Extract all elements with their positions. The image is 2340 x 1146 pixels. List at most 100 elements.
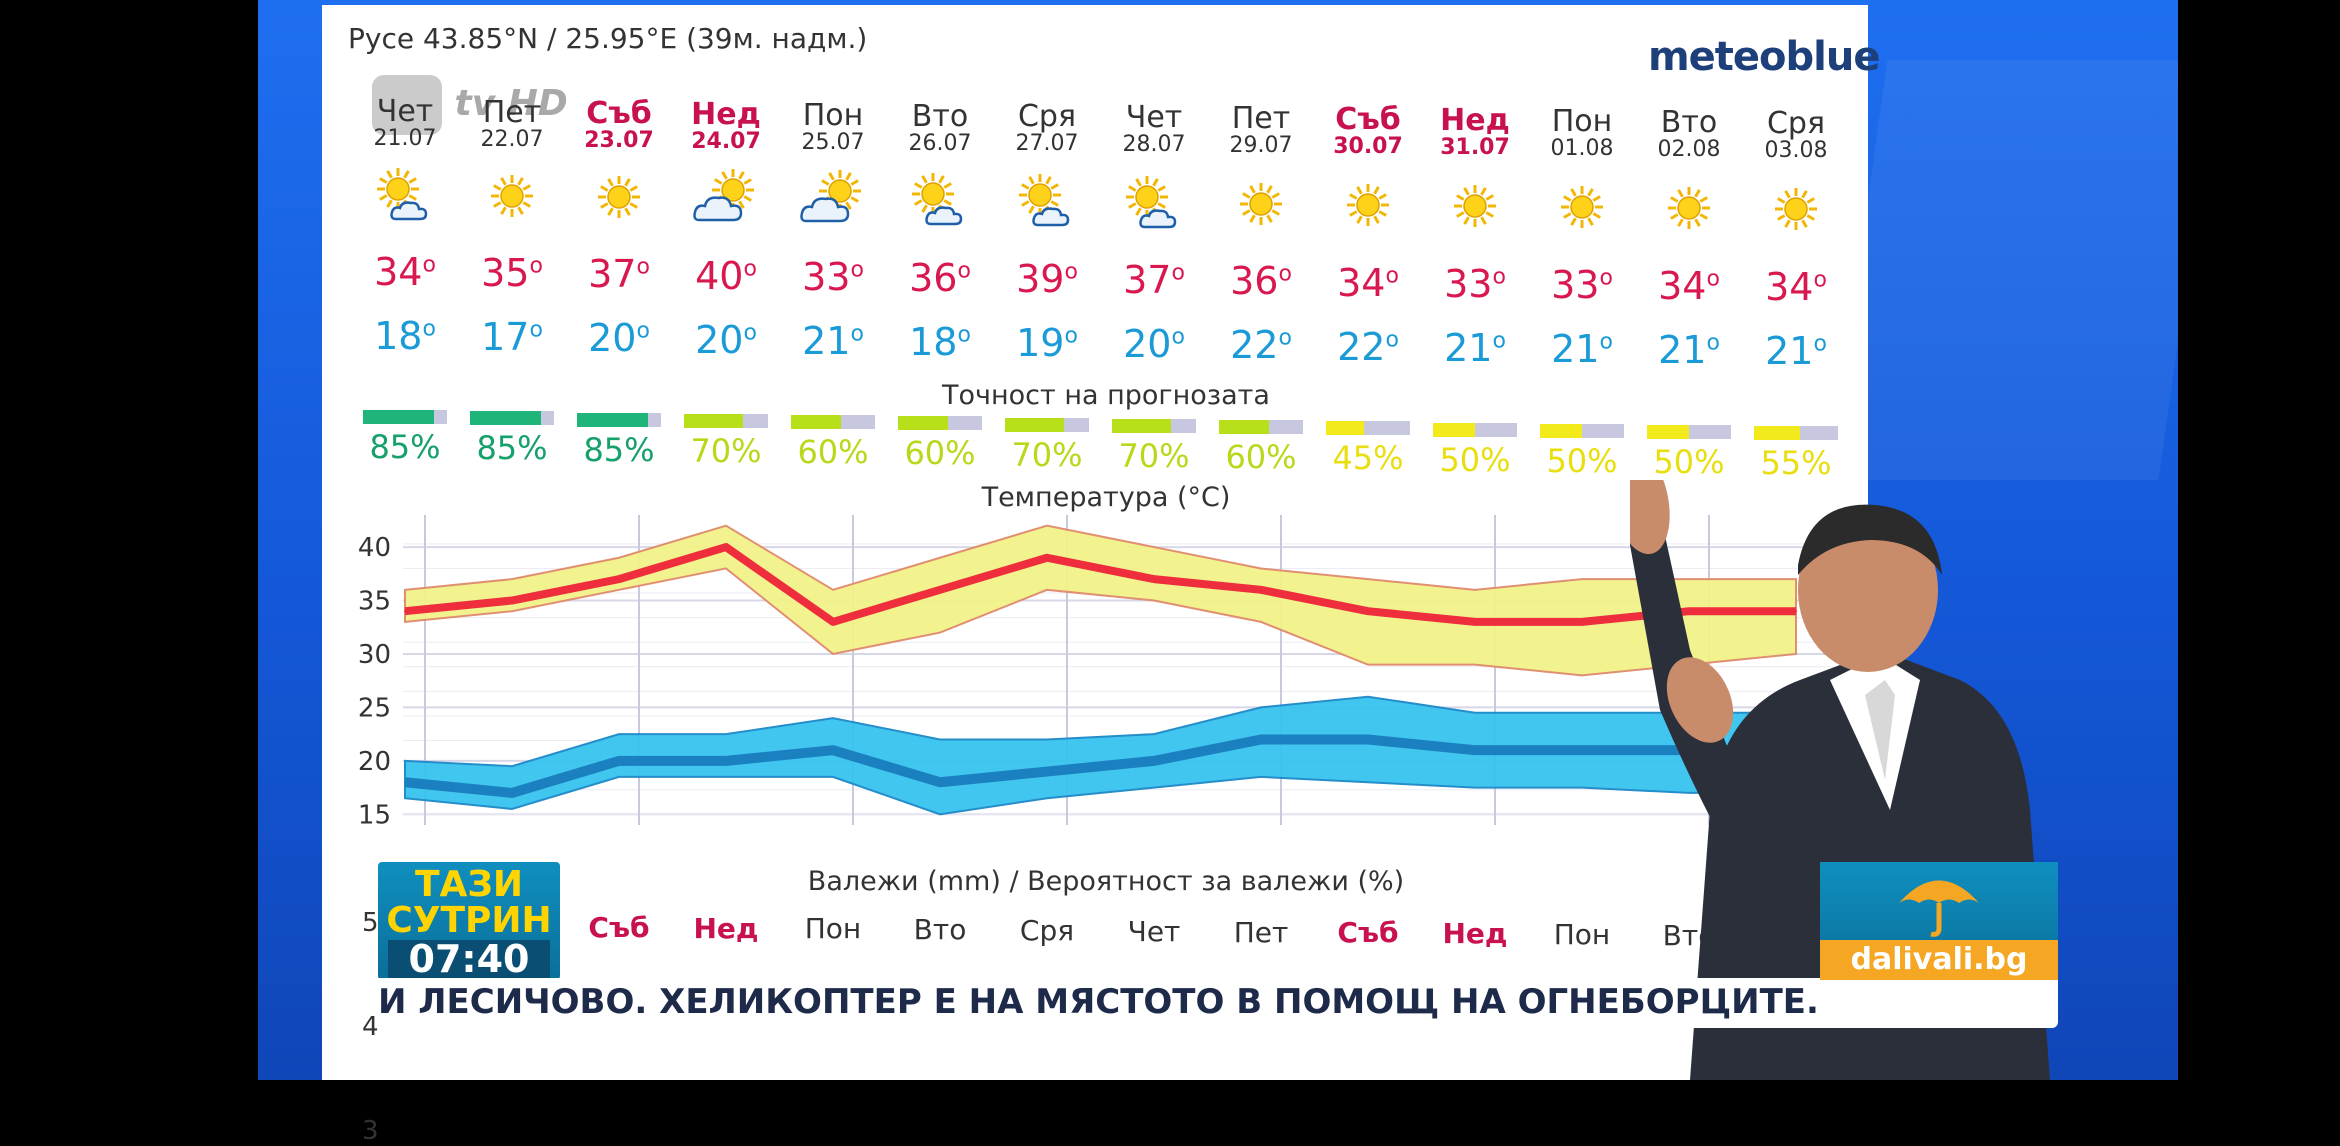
y-tick-label: 20 bbox=[358, 747, 391, 777]
data-point bbox=[1260, 588, 1262, 591]
max-temperature: 39o bbox=[1016, 257, 1078, 302]
forecast-day: Съб 30.07 bbox=[1313, 104, 1423, 158]
partner-brand: dalivali.bg bbox=[1820, 940, 2058, 980]
sun-icon bbox=[1440, 176, 1510, 236]
sun-icon bbox=[1547, 177, 1617, 237]
sun-icon bbox=[584, 167, 654, 227]
day-name: Съб bbox=[1335, 102, 1401, 138]
forecast-day: Пет 22.07 bbox=[457, 96, 567, 151]
forecast-day: Пон 25.07 bbox=[778, 97, 888, 155]
max-temperature: 36o bbox=[1230, 259, 1292, 304]
precip-y-label: 5 bbox=[362, 908, 379, 938]
min-temperature: 22o bbox=[1337, 324, 1399, 369]
accuracy-bar bbox=[1219, 420, 1303, 435]
data-point bbox=[725, 546, 727, 549]
accuracy-bar bbox=[684, 413, 768, 428]
min-temperature: 22o bbox=[1230, 323, 1292, 368]
precip-y-label: 4 bbox=[362, 1012, 379, 1042]
day-date: 29.07 bbox=[1229, 133, 1293, 159]
data-point bbox=[1367, 738, 1369, 741]
min-temperature: 21o bbox=[1444, 325, 1506, 370]
precip-day-label: Съб bbox=[1337, 916, 1399, 950]
channel-logo-mark bbox=[372, 75, 442, 135]
day-name: Пон bbox=[802, 97, 864, 133]
precip-day-label: Сря bbox=[1019, 914, 1075, 947]
max-temperature-value: 33 bbox=[802, 254, 851, 299]
accuracy-percent: 60% bbox=[797, 433, 869, 472]
accuracy-bar-fill bbox=[1433, 422, 1475, 437]
accuracy-percent: 55% bbox=[1760, 444, 1832, 483]
accuracy-percent: 70% bbox=[1118, 436, 1190, 475]
precip-day-label: Нед bbox=[693, 911, 759, 945]
data-point bbox=[1153, 578, 1155, 581]
data-point bbox=[1581, 749, 1583, 752]
max-temperature-value: 33 bbox=[1444, 261, 1493, 306]
accuracy-bar-fill bbox=[791, 415, 842, 430]
data-point bbox=[939, 781, 941, 784]
day-date: 30.07 bbox=[1333, 134, 1403, 160]
forecast-day: Пет 29.07 bbox=[1206, 103, 1316, 157]
max-temperature-value: 34 bbox=[1658, 264, 1707, 309]
accuracy-bar-fill bbox=[577, 412, 649, 427]
day-date: 25.07 bbox=[801, 129, 865, 155]
accuracy-bar-fill bbox=[1219, 420, 1270, 435]
data-point bbox=[1046, 556, 1048, 559]
sun-cloud-icon bbox=[1119, 173, 1189, 233]
meteoblue-logo: meteoblue bbox=[1648, 34, 1880, 80]
forecast-day: Съб 23.07 bbox=[564, 95, 674, 153]
show-clock: 07:40 bbox=[388, 940, 550, 978]
accuracy-percent: 60% bbox=[904, 434, 976, 473]
precip-day-label: Чет bbox=[1127, 914, 1181, 948]
day-name: Нед bbox=[1440, 103, 1510, 138]
max-temperature: 37o bbox=[1123, 258, 1185, 303]
location-label: Русе 43.85°N / 25.95°E (39м. надм.) bbox=[348, 22, 868, 55]
max-temperature: 33o bbox=[1444, 261, 1506, 306]
min-temperature: 21o bbox=[1765, 329, 1827, 374]
accuracy-percent: 50% bbox=[1439, 440, 1511, 479]
max-temperature: 33o bbox=[802, 254, 864, 299]
data-point bbox=[404, 610, 406, 613]
show-badge: ТАЗИ СУТРИН 07:40 bbox=[378, 862, 560, 980]
max-temperature-value: 34 bbox=[1765, 265, 1814, 310]
day-name: Съб bbox=[586, 95, 652, 131]
min-temp-line bbox=[404, 734, 1796, 798]
accuracy-percent: 70% bbox=[690, 431, 762, 470]
data-point bbox=[1474, 620, 1476, 623]
min-temperature-value: 20 bbox=[1123, 322, 1172, 367]
min-temperature-value: 21 bbox=[1551, 326, 1600, 371]
min-temperature-value: 21 bbox=[1765, 329, 1814, 374]
precip-day-label: Вто bbox=[913, 913, 967, 947]
accuracy-percent: 45% bbox=[1332, 439, 1404, 478]
cloud-sun-icon bbox=[798, 169, 868, 229]
precip-day-label: Пон bbox=[804, 912, 862, 946]
max-temperature-value: 37 bbox=[1123, 258, 1172, 303]
partner-badge: dalivali.bg bbox=[1820, 862, 2058, 980]
max-temperature: 34o bbox=[1765, 265, 1827, 310]
day-date: 23.07 bbox=[584, 127, 654, 153]
accuracy-bar bbox=[363, 410, 447, 424]
y-tick-label: 35 bbox=[358, 587, 391, 617]
max-temperature-value: 35 bbox=[481, 251, 530, 296]
accuracy-bar bbox=[1540, 423, 1624, 438]
sun-icon bbox=[1761, 179, 1831, 239]
data-point bbox=[939, 588, 941, 591]
cloud-sun-icon bbox=[691, 168, 761, 228]
accuracy-percent: 60% bbox=[1225, 438, 1297, 477]
accuracy-bar-fill bbox=[470, 411, 542, 426]
sun-icon bbox=[477, 166, 547, 226]
max-temperature: 34o bbox=[1337, 260, 1399, 305]
day-name: Пон bbox=[1551, 103, 1613, 139]
min-temperature-value: 19 bbox=[1016, 321, 1065, 366]
max-temperature-value: 33 bbox=[1551, 262, 1600, 307]
min-temperature-value: 20 bbox=[588, 316, 637, 361]
data-point bbox=[1581, 620, 1583, 623]
day-name: Вто bbox=[911, 98, 969, 134]
min-temperature: 18o bbox=[374, 314, 436, 358]
y-tick-label: 25 bbox=[358, 693, 391, 723]
data-point bbox=[1153, 759, 1155, 762]
sun-icon bbox=[1333, 175, 1403, 235]
accuracy-percent: 85% bbox=[583, 430, 655, 469]
accuracy-bar bbox=[898, 416, 982, 431]
max-temperature-value: 34 bbox=[1337, 260, 1386, 305]
data-point bbox=[618, 759, 620, 762]
